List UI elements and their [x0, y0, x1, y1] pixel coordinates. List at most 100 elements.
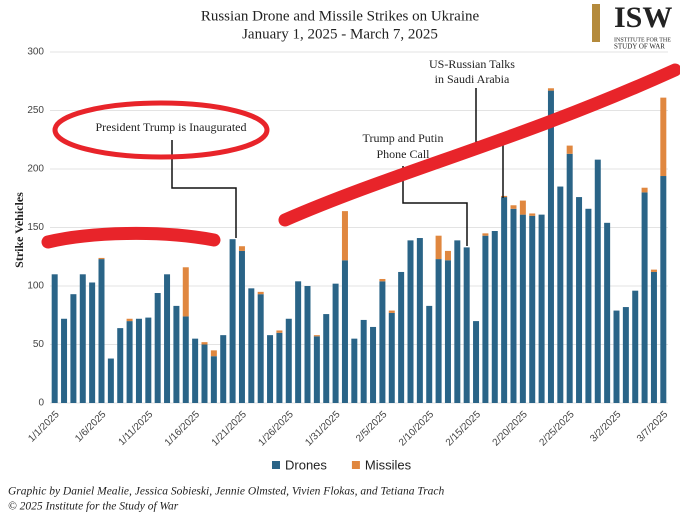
x-tick-label: 1/16/2025: [163, 409, 203, 449]
bar-segment: [267, 335, 274, 403]
chart-subtitle: January 1, 2025 - March 7, 2025: [242, 26, 438, 42]
annotation: Phone Call: [377, 147, 431, 161]
annotation: President Trump is Inaugurated: [96, 120, 247, 134]
bar-segment: [576, 197, 583, 403]
bar-segment: [145, 317, 152, 403]
bar-segment: [61, 318, 68, 403]
x-tick-label: 3/7/2025: [635, 409, 671, 445]
bar-segment: [379, 278, 386, 282]
bar-segment: [173, 305, 180, 403]
bar-segment: [360, 319, 367, 403]
bar-segment: [388, 312, 395, 403]
y-tick-label: 50: [33, 339, 45, 350]
x-tick-label: 1/1/2025: [26, 409, 62, 445]
bar-segment: [491, 231, 498, 403]
scribble: [52, 100, 270, 160]
bar-segment: [107, 358, 114, 403]
bar-segment: [229, 239, 236, 403]
x-tick-label: 2/25/2025: [537, 409, 577, 449]
bar-segment: [641, 187, 648, 193]
bar-segment: [482, 235, 489, 403]
bar-segment: [257, 291, 264, 295]
credit: Graphic by Daniel Mealie, Jessica Sobies…: [8, 486, 445, 498]
y-tick-label: 300: [27, 47, 44, 58]
bar-segment: [220, 335, 227, 403]
bar-segment: [388, 310, 395, 313]
scribble: [278, 63, 680, 227]
y-tick-label: 250: [27, 105, 44, 116]
bar-segment: [201, 344, 208, 403]
leader-line: [171, 140, 237, 238]
chart-title: Russian Drone and Missile Strikes on Ukr…: [201, 8, 480, 24]
x-tick-label: 2/10/2025: [397, 409, 437, 449]
bar-segment: [435, 235, 442, 260]
bar-segment: [538, 214, 545, 403]
y-tick-label: 150: [27, 222, 44, 233]
bar-segment: [276, 330, 283, 333]
bar-segment: [295, 281, 302, 403]
x-tick-label: 3/2/2025: [588, 409, 624, 445]
annotation: US-Russian Talks: [429, 57, 515, 71]
bar-segment: [622, 307, 629, 403]
logo-line: STUDY OF WAR: [614, 43, 665, 51]
bar-segment: [313, 336, 320, 403]
bar-segment: [126, 321, 133, 403]
bar-segment: [210, 350, 217, 357]
x-tick-label: 2/5/2025: [354, 409, 390, 445]
bar-segment: [501, 195, 508, 198]
bar-segment: [341, 260, 348, 403]
bar-segment: [444, 250, 451, 261]
bar-segment: [182, 316, 189, 403]
bar-segment: [547, 90, 554, 404]
bar-segment: [238, 246, 245, 251]
bar-segment: [566, 153, 573, 403]
bar-segment: [341, 211, 348, 261]
bar-segment: [323, 314, 330, 403]
bar-segment: [547, 88, 554, 91]
bar-segment: [379, 281, 386, 403]
bar-segment: [407, 240, 414, 403]
legend-label: Drones: [285, 457, 327, 472]
bar-segment: [257, 294, 264, 403]
bar-segment: [557, 186, 564, 403]
legend-swatch: [351, 461, 360, 469]
bar-segment: [650, 271, 657, 403]
x-tick-label: 1/11/2025: [117, 409, 156, 448]
bar-segment: [285, 318, 292, 403]
bar-segment: [529, 213, 536, 216]
bar-segment: [51, 274, 58, 403]
bar-segment: [594, 159, 601, 403]
bar-segment: [463, 247, 470, 403]
bar-segment: [473, 321, 480, 403]
bar-segment: [351, 338, 358, 403]
bar-segment: [454, 240, 461, 403]
leader-line: [402, 166, 468, 246]
y-axis-title: Strike Vehicles: [12, 192, 26, 268]
bar-segment: [238, 250, 245, 403]
bar-segment: [566, 145, 573, 154]
x-tick-label: 2/20/2025: [491, 409, 531, 449]
bar-segment: [426, 305, 433, 403]
x-tick-label: 1/6/2025: [73, 409, 109, 445]
y-tick-label: 100: [27, 281, 44, 292]
bar-segment: [501, 197, 508, 403]
bar-segment: [613, 310, 620, 403]
bar-segment: [435, 259, 442, 403]
legend-swatch: [272, 461, 280, 469]
y-tick-label: 200: [27, 164, 44, 175]
bar-segment: [276, 332, 283, 403]
bar-segment: [313, 335, 320, 337]
bar-segment: [641, 192, 648, 403]
legend-label: Missiles: [365, 457, 412, 472]
bar-segment: [519, 200, 526, 215]
logo-line: INSTITUTE FOR THE: [614, 37, 671, 43]
bar-segment: [660, 176, 667, 403]
x-tick-label: 2/15/2025: [444, 409, 484, 449]
annotation: in Saudi Arabia: [435, 72, 510, 86]
bar-segment: [585, 208, 592, 403]
bar-segment: [444, 260, 451, 403]
bar-segment: [210, 356, 217, 403]
bar-segment: [482, 233, 489, 236]
x-tick-label: 1/31/2025: [303, 409, 343, 449]
legend: Drones Missiles: [272, 457, 412, 472]
